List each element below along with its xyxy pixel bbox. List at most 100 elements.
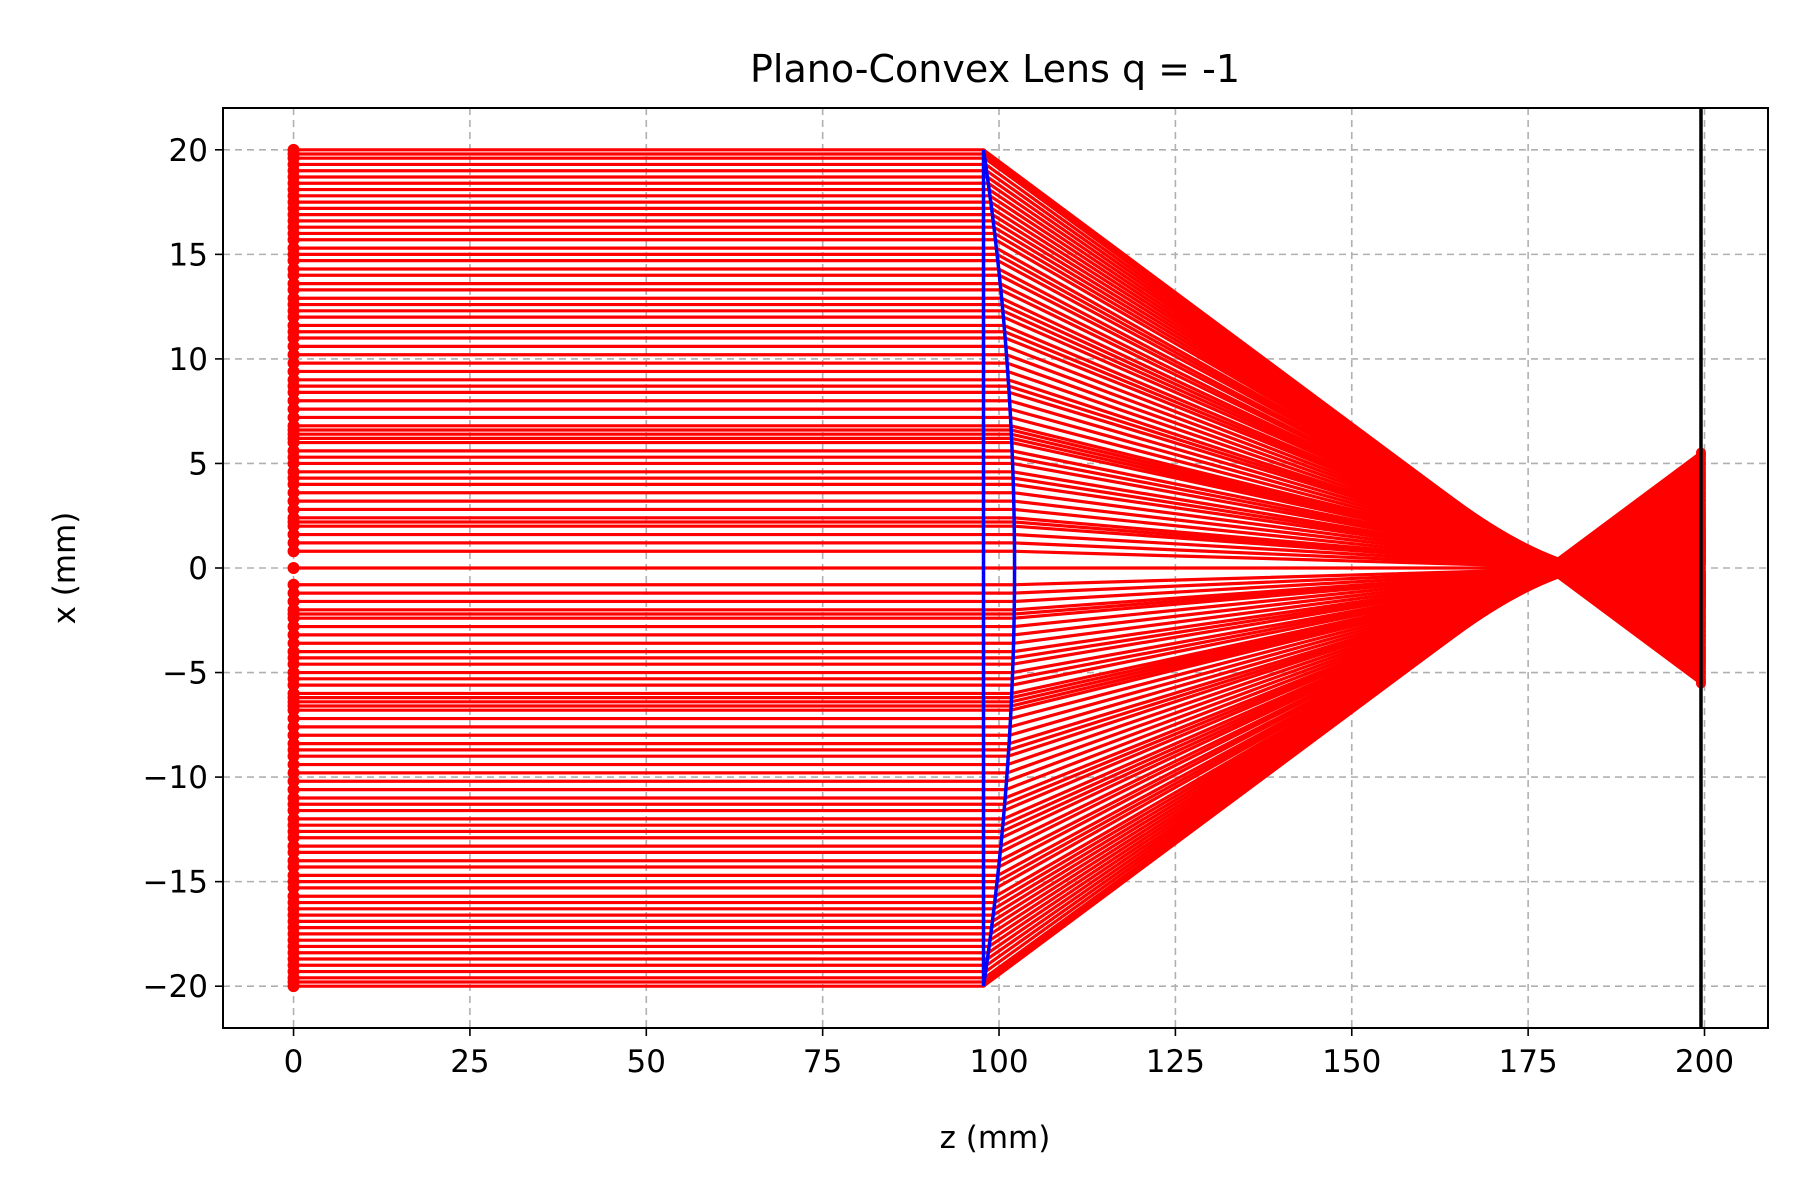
ray-path [293, 520, 1702, 579]
ray-path [293, 415, 1702, 599]
ray-path [293, 476, 1702, 587]
ray-path [293, 561, 1702, 595]
x-axis-label: z (mm) [940, 1120, 1051, 1156]
ray-start-marker [287, 503, 300, 516]
ray-path [293, 537, 1702, 721]
x-tick-label: 25 [450, 1044, 489, 1080]
ray-start-marker [287, 846, 300, 859]
y-tick-label: 5 [188, 446, 208, 482]
ray-path [293, 518, 1702, 800]
x-tick-label: 50 [627, 1044, 666, 1080]
ray-start-marker [287, 720, 300, 733]
ray-path [293, 549, 1702, 573]
ray-path [293, 516, 1702, 579]
ray-path [293, 512, 1702, 821]
ray-start-marker [287, 750, 300, 763]
ray-path [293, 499, 1702, 582]
y-tick-label: −15 [143, 865, 208, 901]
ray-path [293, 504, 1702, 848]
ray-start-marker [287, 804, 300, 817]
ray-path [293, 273, 1702, 637]
ray-path [293, 288, 1702, 632]
ray-path [293, 302, 1702, 628]
ray-path [293, 548, 1702, 666]
x-tick-label: 0 [284, 1044, 304, 1080]
ray-start-marker [287, 269, 300, 282]
ray-path [293, 399, 1702, 603]
ray-start-marker [287, 637, 300, 650]
ray-path [293, 532, 1702, 576]
ray-path [293, 522, 1702, 783]
ray-start-marker [287, 311, 300, 324]
ray-start-marker [287, 340, 300, 353]
ray-path [293, 407, 1702, 601]
ray-start-marker [287, 495, 300, 508]
ray-start-marker [287, 704, 300, 717]
ray-start-marker [287, 578, 300, 591]
ray-path [293, 361, 1702, 612]
ray-start-marker [287, 520, 300, 533]
ray-path [293, 563, 1702, 587]
ray-path [293, 259, 1702, 641]
ray-path [293, 530, 1702, 752]
ray-start-marker [287, 457, 300, 470]
ray-path [293, 554, 1702, 637]
ray-path [293, 524, 1702, 578]
ray-path [293, 507, 1702, 840]
ray-path [293, 490, 1702, 890]
x-tick-label: 125 [1146, 1044, 1205, 1080]
ray-start-marker [287, 729, 300, 742]
ray-path [293, 549, 1702, 660]
x-tick-label: 175 [1499, 1044, 1558, 1080]
ray-path [293, 552, 1702, 645]
ray-path [293, 455, 1702, 591]
ray-start-marker [287, 528, 300, 541]
ray-start-marker [287, 783, 300, 796]
ray-path [293, 315, 1702, 624]
ray-start-marker [287, 365, 300, 378]
ray-path [293, 502, 1702, 854]
x-tick-label: 200 [1675, 1044, 1734, 1080]
plot-frame [222, 107, 1769, 1029]
y-tick-label: 20 [169, 133, 208, 169]
ray-path [293, 491, 1702, 584]
ray-start-marker [287, 679, 300, 692]
ray-path [293, 384, 1702, 606]
ray-path [293, 541, 1702, 575]
ray-path [293, 282, 1702, 634]
ray-path [293, 238, 1702, 648]
ray-path [293, 252, 1702, 643]
ray-path [293, 495, 1702, 877]
y-tick-label: 0 [188, 551, 208, 587]
ray-start-marker [287, 612, 300, 625]
ray-path [293, 560, 1702, 604]
ray-path [293, 550, 1702, 654]
ray-path [293, 557, 1702, 620]
ray-start-marker [287, 478, 300, 491]
axis-ticks: 0 25 50 75 100 125 150 175 20020151050−5−10−15−2… [143, 133, 1735, 1080]
ray-path [293, 497, 1702, 869]
ray-path [293, 557, 1702, 616]
ray-start-marker [287, 712, 300, 725]
y-tick-label: 10 [169, 342, 208, 378]
ray-path [293, 526, 1702, 767]
ray-start-marker [287, 283, 300, 296]
ray-path [293, 533, 1702, 737]
ray-path [293, 528, 1702, 758]
ray-start-marker [287, 861, 300, 873]
ray-path [293, 390, 1702, 605]
ray-path [293, 545, 1702, 681]
lens [981, 149, 1017, 987]
ray-path [293, 323, 1702, 622]
x-tick-label: 100 [969, 1044, 1028, 1080]
ray-start-marker [287, 436, 300, 449]
ray-path [293, 516, 1702, 806]
ray-path [293, 508, 1702, 834]
rays [287, 143, 1706, 993]
ray-start-marker [287, 348, 300, 361]
ray-path [293, 353, 1702, 614]
ray-path [293, 493, 1702, 884]
ray-start-marker [287, 233, 300, 246]
chart-title: Plano-Convex Lens q = -1 [750, 47, 1240, 91]
y-tick-label: −10 [143, 760, 208, 796]
